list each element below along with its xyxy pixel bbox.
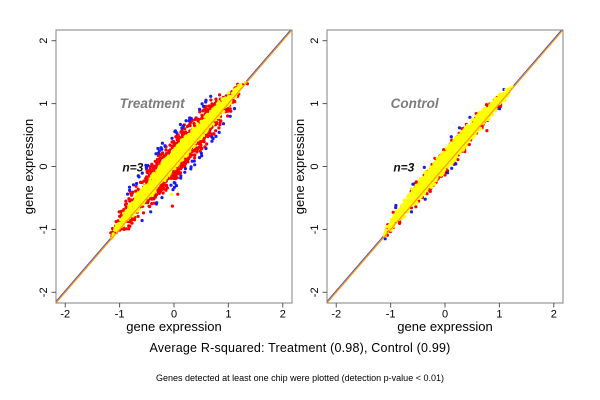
x-tick-label: 1 xyxy=(225,309,231,321)
caption-average-rsquared: Average R-squared: Treatment (0.98), Con… xyxy=(149,341,451,355)
identity-line xyxy=(327,30,563,303)
y-tick-label: 0 xyxy=(309,163,321,169)
footnote-detection-pvalue: Genes detected at least one chip were pl… xyxy=(156,373,444,383)
x-tick-label: -2 xyxy=(331,309,341,321)
panel-annotation: n=3 xyxy=(393,161,414,175)
y-tick-label: -2 xyxy=(309,287,321,297)
x-tick-label: -2 xyxy=(60,309,70,321)
panel-title: Treatment xyxy=(120,96,186,111)
panel-control: -2 -1 0 1 2 -2 -1 0 1 2 gene expression gene expres… xyxy=(292,29,564,334)
x-tick-label: 0 xyxy=(442,309,448,321)
panel-title: Control xyxy=(391,96,439,111)
y-tick-label: 2 xyxy=(309,38,321,44)
y-axis-label: gene expression xyxy=(292,119,307,214)
y-tick-label: 1 xyxy=(38,101,50,107)
x-tick-label: -1 xyxy=(115,309,125,321)
x-tick-label: 1 xyxy=(496,309,502,321)
panel-annotation: n=3 xyxy=(122,161,143,175)
x-tick-label: 2 xyxy=(551,309,557,321)
y-tick-label: -2 xyxy=(38,287,50,297)
panel-plot-area xyxy=(56,30,292,303)
x-axis-label: gene expression xyxy=(397,319,492,334)
x-tick-label: 0 xyxy=(171,309,177,321)
y-axis-label: gene expression xyxy=(21,119,36,214)
y-tick-label: 2 xyxy=(38,38,50,44)
x-tick-label: -1 xyxy=(386,309,396,321)
y-tick-label: -1 xyxy=(38,225,50,235)
x-tick-label: 2 xyxy=(280,309,286,321)
y-tick-label: 1 xyxy=(309,101,321,107)
scatter-points xyxy=(382,85,514,241)
panel-plot-area xyxy=(327,30,563,303)
identity-line xyxy=(56,30,292,303)
y-tick-label: 0 xyxy=(38,163,50,169)
y-tick-label: -1 xyxy=(309,225,321,235)
x-axis-label: gene expression xyxy=(126,319,221,334)
panel-treatment: -2 -1 0 1 2 -2 -1 0 1 2 gene expression gene expres… xyxy=(21,29,293,334)
